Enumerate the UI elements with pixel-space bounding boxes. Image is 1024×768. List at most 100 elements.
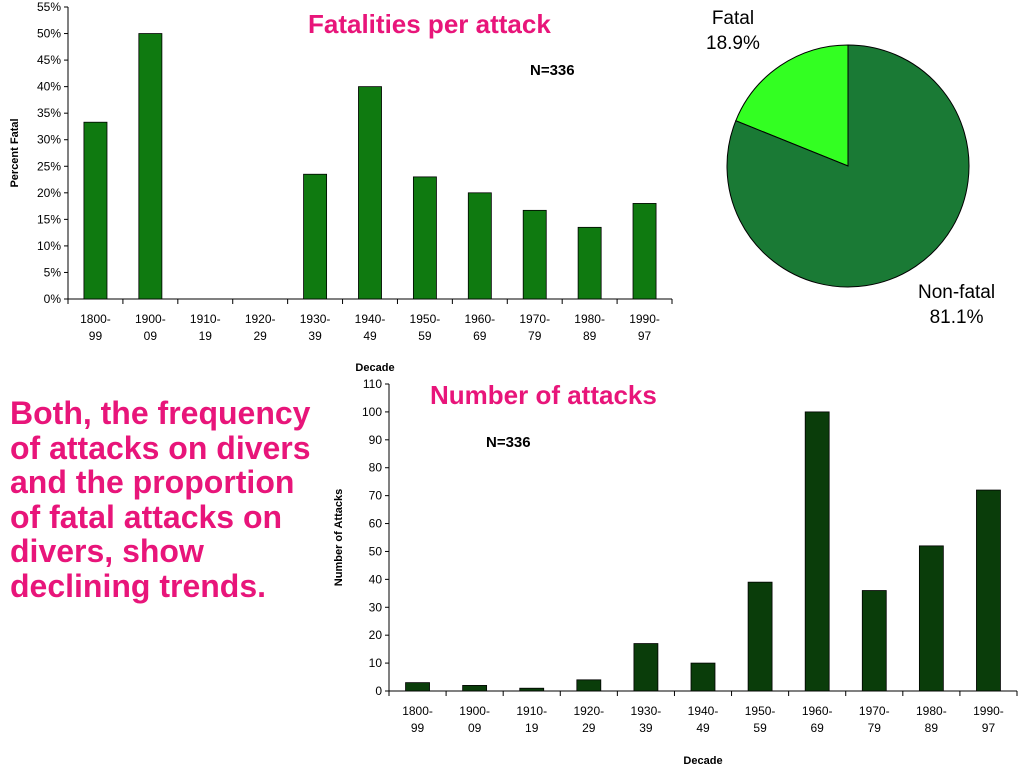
attacks-y-tick-label: 60 [369,517,383,531]
attacks-x-tick-label-line2: 29 [582,721,596,735]
attacks-y-tick-label: 10 [369,656,383,670]
attack-chart-sample-size: N=336 [486,434,531,451]
fatality-y-tick-label: 55% [37,0,61,14]
attacks-bar [462,685,488,692]
attacks-x-tick-label-line2: 39 [639,721,653,735]
fatality-y-axis-title: Percent Fatal [9,118,21,187]
pie-label-fatal: Fatal 18.9% [706,6,760,56]
fatality-y-tick-label: 0% [44,292,62,306]
attacks-bar [576,679,602,692]
attacks-bar [633,643,659,692]
fatality-x-tick-label-line1: 1950- [410,312,441,326]
attacks-y-tick-label: 80 [369,461,383,475]
pie-label-fatal-pct: 18.9% [706,33,760,54]
attacks-y-tick-label: 100 [362,405,382,419]
attacks-x-tick-label-line1: 1930- [631,704,662,718]
fatality-x-tick-label-line2: 69 [473,329,487,343]
attacks-bar [405,682,430,692]
fatality-x-tick-label-line2: 19 [199,329,213,343]
fatality-bar [83,121,108,300]
fatality-x-tick-label-line2: 99 [89,329,103,343]
fatality-bar [467,192,492,300]
fatality-bar [412,176,437,300]
attacks-y-tick-label: 110 [363,377,382,391]
fatality-x-tick-label-line1: 1920- [245,312,276,326]
fatality-x-tick-label-line2: 79 [528,329,542,343]
fatality-x-tick-label-line2: 97 [638,329,652,343]
fatality-x-tick-label-line2: 89 [583,329,597,343]
attacks-x-tick-label-line1: 1940- [688,704,719,718]
attacks-x-tick-label-line2: 89 [925,721,939,735]
attack-chart-title: Number of attacks [430,380,657,410]
attacks-x-tick-label-line1: 1800- [402,704,433,718]
attacks-y-tick-label: 20 [369,628,383,642]
attacks-x-tick-label-line2: 09 [468,721,482,735]
attacks-y-tick-label: 0 [375,684,382,698]
fatality-x-axis-title: Decade [355,362,394,374]
attacks-bar [976,489,1001,692]
attacks-x-tick-label-line1: 1990- [973,704,1004,718]
fatality-y-tick-label: 40% [37,80,61,94]
attacks-x-tick-label-line2: 97 [982,721,996,735]
fatality-x-tick-label-line1: 1960- [464,312,495,326]
fatality-x-tick-label-line1: 1990- [629,312,660,326]
attacks-y-tick-label: 70 [369,489,383,503]
fatality-x-tick-label-line1: 1800- [80,312,111,326]
attacks-x-tick-label-line1: 1980- [916,704,947,718]
attacks-x-tick-label-line1: 1920- [573,704,604,718]
fatality-bar [577,226,602,300]
attacks-x-axis-title: Decade [683,755,722,767]
attacks-x-tick-label-line1: 1970- [859,704,890,718]
fatality-y-tick-label: 30% [37,133,61,147]
attacks-y-axis-title: Number of Attacks [333,489,345,586]
attacks-x-tick-label-line2: 19 [525,721,539,735]
pie-slice-nonfatal [726,44,970,288]
fatality-y-tick-label: 15% [37,212,61,226]
fatality-y-tick-label: 5% [44,265,62,279]
fatality-x-tick-label-line2: 09 [144,329,158,343]
fatality-bar [632,203,657,300]
fatality-y-tick-label: 45% [37,53,61,67]
attacks-bar [861,590,887,692]
fatality-x-tick-label-line1: 1930- [300,312,331,326]
fatality-y-tick-label: 10% [37,239,61,253]
pie-slice-fatal [735,44,849,167]
attacks-y-tick-label: 50 [369,544,383,558]
fatality-x-tick-label-line2: 29 [254,329,268,343]
fatality-bar [303,173,328,300]
fatality-bar [358,86,382,300]
attacks-bar [804,411,830,692]
attacks-bar [690,662,716,692]
fatality-x-tick-label-line2: 39 [308,329,322,343]
attacks-x-tick-label-line2: 69 [811,721,825,735]
attacks-x-tick-label-line1: 1910- [516,704,547,718]
pie-label-nonfatal: Non-fatal 81.1% [918,280,995,330]
fatality-y-tick-label: 20% [37,186,61,200]
fatality-x-tick-label-line1: 1910- [190,312,221,326]
fatality-bar [522,209,547,300]
fatality-x-tick-label-line2: 49 [363,329,377,343]
fatality-x-tick-label-line1: 1980- [574,312,605,326]
fatality-y-tick-label: 25% [37,159,61,173]
attacks-x-tick-label-line2: 99 [411,721,425,735]
fatality-x-tick-label-line1: 1940- [355,312,386,326]
fatality-x-tick-label-line1: 1970- [519,312,550,326]
attacks-bar [519,687,545,692]
pie-label-fatal-name: Fatal [711,8,755,29]
slide-caption: Both, the frequency of attacks on divers… [10,395,311,604]
attacks-x-tick-label-line2: 49 [696,721,710,735]
attacks-x-tick-label-line2: 59 [753,721,767,735]
attacks-y-tick-label: 30 [369,600,383,614]
fatality-bar [138,33,163,300]
attacks-y-tick-label: 90 [369,433,383,447]
attacks-x-tick-label-line1: 1900- [459,704,490,718]
fatality-chart-title: Fatalities per attack [308,9,551,39]
attacks-y-tick-label: 40 [369,572,383,586]
attacks-bar [918,545,944,692]
attacks-bar [747,581,773,692]
fatality-y-tick-label: 35% [37,106,61,120]
attacks-x-tick-label-line2: 79 [868,721,882,735]
